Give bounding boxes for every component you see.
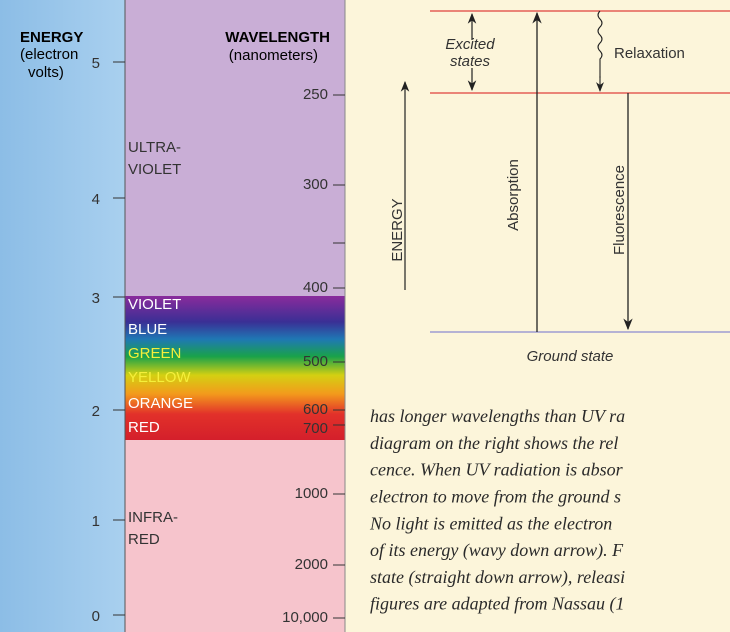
color-label: RED <box>128 419 160 436</box>
energy-subtitle: volts) <box>28 64 64 81</box>
wavelength-tick-label: 250 <box>303 86 328 103</box>
wavelength-tick-label: 600 <box>303 401 328 418</box>
ultraviolet-region <box>125 0 345 296</box>
paragraph-line: has longer wavelengths than UV ra <box>370 406 625 426</box>
wavelength-tick-label: 300 <box>303 176 328 193</box>
energy-tick-label: 4 <box>92 191 100 208</box>
excited-states-label: states <box>450 53 491 70</box>
relaxation-label: Relaxation <box>614 45 685 62</box>
fluorescence-label: Fluorescence <box>611 165 628 255</box>
color-label: BLUE <box>128 321 167 338</box>
relaxation-wave <box>597 10 603 78</box>
energy-label: ENERGY <box>389 198 406 261</box>
paragraph-line: electron to move from the ground s <box>370 487 621 507</box>
wavelength-tick-label: 700 <box>303 420 328 437</box>
paragraph-line: figures are adapted from Nassau (1 <box>370 594 625 615</box>
ground-state-label: Ground state <box>527 348 614 365</box>
energy-tick-label: 3 <box>92 290 100 307</box>
color-label: GREEN <box>128 345 181 362</box>
visible-region <box>125 296 345 440</box>
energy-tick-label: 0 <box>92 608 100 625</box>
paragraph-line: diagram on the right shows the rel <box>370 433 618 453</box>
color-label: YELLOW <box>128 369 191 386</box>
wavelength-tick-label: 2000 <box>295 556 328 573</box>
paragraph-line: state (straight down arrow), releasi <box>370 567 625 588</box>
paragraph-line: of its energy (wavy down arrow). F <box>370 540 624 561</box>
region-label: INFRA- <box>128 509 178 526</box>
color-label: VIOLET <box>128 296 181 313</box>
infrared-region <box>125 440 345 632</box>
wavelength-tick-label: 10,000 <box>282 609 328 626</box>
region-label: ULTRA- <box>128 139 181 156</box>
wavelength-tick-label: 400 <box>303 279 328 296</box>
energy-subtitle: (electron <box>20 46 78 63</box>
energy-column <box>0 0 125 632</box>
wavelength-title: WAVELENGTH <box>225 29 330 46</box>
energy-tick-label: 5 <box>92 55 100 72</box>
energy-tick-label: 2 <box>92 403 100 420</box>
wavelength-tick-label: 500 <box>303 353 328 370</box>
region-label: VIOLET <box>128 161 181 178</box>
energy-tick-label: 1 <box>92 513 100 530</box>
energy-title: ENERGY <box>20 29 83 46</box>
paragraph-line: No light is emitted as the electron <box>369 513 612 533</box>
excited-states-label: Excited <box>445 36 495 53</box>
paragraph-line: cence. When UV radiation is absor <box>370 460 624 480</box>
absorption-label: Absorption <box>505 159 522 231</box>
region-label: RED <box>128 531 160 548</box>
wavelength-tick-label: 1000 <box>295 485 328 502</box>
color-label: ORANGE <box>128 395 193 412</box>
wavelength-subtitle: (nanometers) <box>229 47 318 64</box>
